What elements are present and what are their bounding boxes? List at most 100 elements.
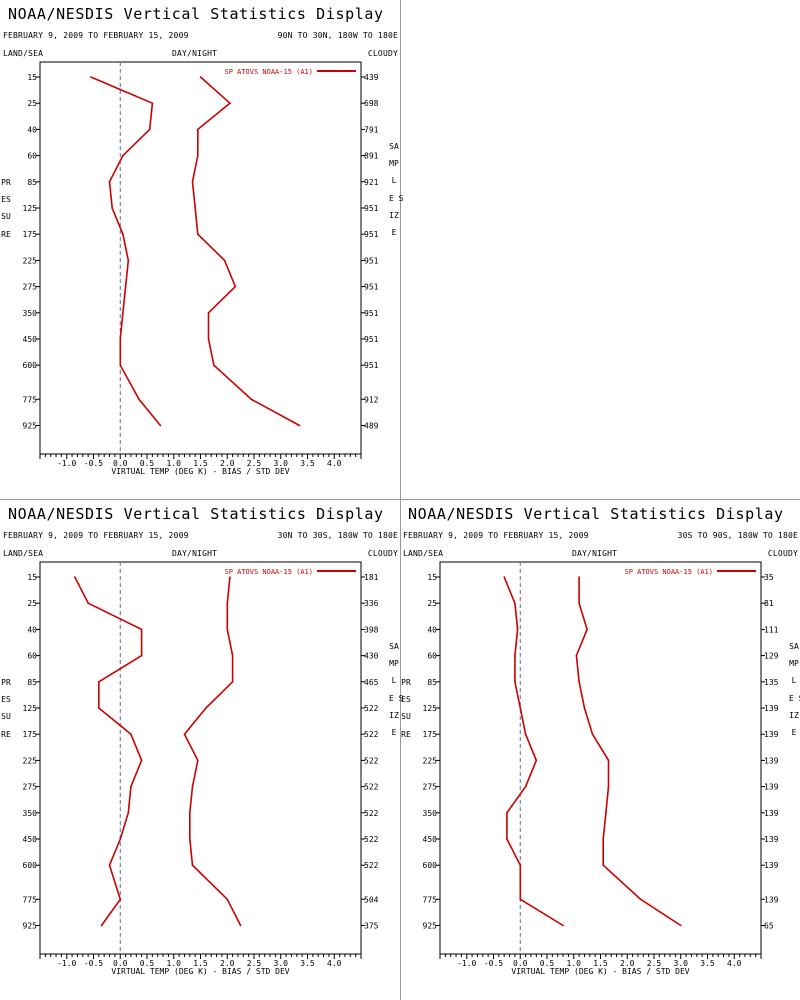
data-point	[197, 154, 199, 157]
x-tick-label: 0.5	[140, 459, 155, 468]
std-dev-series-line	[575, 577, 682, 927]
x-tick-label: 2.5	[647, 959, 662, 968]
data-point	[119, 838, 122, 840]
cloudy-label: CLOUDY	[367, 549, 398, 558]
pressure-tick-label: 450	[23, 835, 38, 844]
date-range: FEBRUARY 9, 2009 TO FEBRUARY 15, 2009	[403, 531, 589, 540]
pressure-tick-label: 600	[23, 861, 38, 870]
data-point	[514, 681, 516, 683]
pressure-tick-label: 775	[23, 395, 38, 404]
data-point	[583, 707, 586, 709]
x-tick-label: 0.0	[513, 959, 528, 968]
sample-size-axis-label: SAMPLE SIZE	[389, 642, 404, 738]
sample-size-label: 35	[764, 573, 774, 582]
data-point	[578, 681, 580, 683]
x-tick-label: 2.5	[247, 959, 262, 968]
plot-frame	[39, 61, 362, 455]
pressure-tick-label: 350	[23, 309, 38, 318]
x-tick-label: 0.0	[113, 959, 128, 968]
data-point	[213, 364, 215, 367]
data-point	[591, 733, 594, 735]
sample-size-label: 951	[364, 230, 379, 239]
x-tick-label: 3.0	[274, 959, 289, 968]
data-point	[207, 338, 210, 340]
chart-svg: -1.0 -0.5 0.0 0.5 1.0 1.5 2.0 2.5 3.0 3.5 4.0 VIRTU…	[23, 561, 379, 976]
x-tick-label: -0.5	[84, 459, 103, 468]
pressure-tick-label: 85	[27, 678, 37, 687]
data-point	[602, 838, 604, 840]
pressure-tick-label: 25	[427, 599, 437, 608]
pressure-tick-label: 450	[23, 335, 38, 344]
chart-panel: NOAA/NESDIS Vertical Statistics Display F…	[0, 500, 404, 1000]
sample-size-label: 912	[364, 395, 379, 404]
pressure-tick-label: 60	[27, 152, 37, 161]
pressure-tick-label: 60	[27, 652, 37, 661]
bias-series-line	[503, 576, 564, 927]
chart-panel: NOAA/NESDIS Vertical Statistics Display F…	[400, 500, 800, 1000]
sample-size-label: 504	[364, 895, 379, 904]
sample-size-label: 135	[764, 678, 779, 687]
data-point	[90, 76, 92, 78]
x-tick-label: 3.0	[674, 959, 689, 968]
x-tick-label: 1.5	[593, 959, 608, 968]
x-tick-label: 1.5	[193, 959, 208, 968]
pressure-tick-label: 25	[27, 599, 37, 608]
sample-size-label: 921	[364, 178, 379, 187]
sample-size-label: 522	[364, 783, 379, 792]
chart-title: NOAA/NESDIS Vertical Statistics Display	[8, 5, 384, 23]
data-point	[194, 207, 196, 209]
x-tick-label: 0.5	[140, 959, 155, 968]
sample-size-label: 336	[364, 599, 379, 608]
sample-size-label: 951	[364, 309, 379, 318]
data-point	[506, 838, 508, 840]
pressure-axis-label: PRESSURE	[1, 678, 11, 739]
data-point	[119, 898, 122, 901]
data-point	[226, 602, 229, 604]
data-point	[514, 654, 516, 657]
pressure-tick-label: 125	[23, 204, 38, 213]
land-sea-label: LAND/SEA	[3, 549, 44, 558]
bias-series-line	[74, 576, 143, 926]
data-point	[100, 924, 103, 927]
data-point	[98, 707, 100, 709]
sample-size-label: 791	[364, 125, 379, 134]
data-point	[239, 924, 242, 927]
x-tick-label: 3.5	[300, 459, 315, 468]
data-point	[226, 628, 229, 631]
cloudy-label: CLOUDY	[767, 549, 798, 558]
x-tick-label: 2.5	[247, 459, 262, 468]
data-point	[127, 259, 130, 262]
data-point	[197, 128, 199, 131]
day-night-label: DAY/NIGHT	[172, 49, 218, 58]
day-night-label: DAY/NIGHT	[572, 549, 618, 558]
data-point	[87, 602, 89, 604]
data-point	[122, 233, 124, 235]
sample-size-label: 522	[364, 835, 379, 844]
data-point	[119, 364, 122, 367]
x-axis-label: VIRTUAL TEMP (DEG K) - BIAS / STD DEV	[111, 467, 289, 476]
sample-size-label: 139	[764, 704, 779, 713]
pressure-tick-label: 225	[23, 756, 38, 765]
pressure-tick-label: 350	[423, 809, 438, 818]
x-tick-label: -0.5	[84, 959, 103, 968]
data-point	[191, 785, 194, 788]
sample-size-label: 698	[364, 99, 379, 108]
sample-size-axis-label: SAMPLE SIZE	[389, 142, 404, 238]
sample-size-label: 951	[364, 283, 379, 292]
sample-size-label: 139	[764, 809, 779, 818]
data-point	[98, 681, 100, 683]
data-point	[197, 759, 199, 762]
pressure-tick-label: 40	[427, 625, 437, 634]
legend-label: SP ATOVS NOAA-15 (A1)	[624, 568, 713, 576]
legend-label: SP ATOVS NOAA-15 (A1)	[224, 68, 313, 76]
data-point	[151, 102, 154, 104]
pressure-tick-label: 40	[27, 125, 37, 134]
plot-frame	[439, 561, 762, 955]
x-tick-label: 4.0	[727, 959, 742, 968]
sample-size-label: 139	[764, 730, 779, 739]
x-axis-label: VIRTUAL TEMP (DEG K) - BIAS / STD DEV	[111, 967, 289, 976]
pressure-tick-label: 925	[423, 921, 438, 930]
data-point	[607, 785, 610, 788]
region-label: 30N TO 30S, 180W TO 180E	[277, 531, 398, 540]
pressure-tick-label: 350	[23, 809, 38, 818]
